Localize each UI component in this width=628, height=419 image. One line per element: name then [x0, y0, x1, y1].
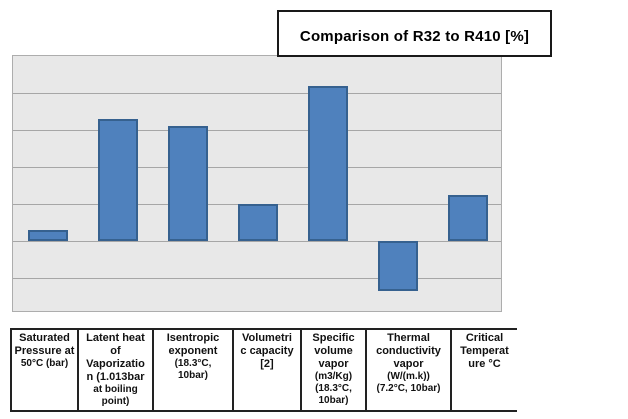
plot-area: [12, 55, 502, 312]
axis-label-cell-4: Volumetri c capacity [2]: [234, 330, 302, 410]
axis-label-line: conductivity: [376, 345, 441, 357]
axis-label-cell-5: Specific volume vapor (m3/Kg) (18.3°C, 10bar): [302, 330, 367, 410]
gridline: [13, 93, 501, 94]
axis-label-line: of: [110, 345, 121, 357]
axis-label-cell-1: Saturated Pressure at 50°C (bar): [12, 330, 79, 410]
bar-saturated-pressure: [28, 230, 68, 241]
axis-label-line: Specific: [312, 332, 355, 344]
axis-label-line: (18.3°C,: [315, 383, 352, 394]
gridline: [13, 167, 501, 168]
axis-label-cell-2: Latent heat of Vaporizatio n (1.013bar at bo…: [79, 330, 154, 410]
axis-label-line: point): [101, 396, 130, 407]
chart-title-box: Comparison of R32 to R410 [%]: [277, 10, 552, 57]
axis-label-line: exponent: [168, 345, 218, 357]
bar-volumetric-capacity: [238, 204, 278, 241]
x-axis-label-table: Saturated Pressure at 50°C (bar) Latent hea…: [10, 328, 517, 412]
axis-label-line: volume: [314, 345, 353, 357]
axis-label-line: vapor: [318, 358, 349, 370]
axis-label-line: Isentropic: [166, 332, 220, 344]
axis-label-line: Pressure at: [14, 345, 75, 357]
gridline: [13, 241, 501, 242]
gridline: [13, 278, 501, 279]
axis-label-line: Thermal: [387, 332, 430, 344]
axis-label-line: c capacity: [240, 345, 294, 357]
axis-label-line: at boiling: [93, 384, 138, 395]
axis-label-line: 10bar): [177, 370, 208, 381]
axis-label-line: Latent heat: [86, 332, 145, 344]
axis-label-line: 50°C (bar): [20, 358, 69, 369]
axis-label-line: Volumetri: [242, 332, 292, 344]
axis-label-line: (7.2°C, 10bar): [376, 383, 441, 394]
axis-label-line: Temperat: [460, 345, 509, 357]
axis-label-line: (m3/Kg): [314, 371, 353, 382]
bar-critical-temperature: [448, 195, 488, 241]
bar-latent-heat-vaporization: [98, 119, 138, 241]
axis-label-line: Vaporizatio: [86, 358, 145, 370]
axis-label-line: (18.3°C,: [174, 358, 212, 369]
axis-label-cell-7: Critical Temperat ure °C: [452, 330, 517, 410]
axis-label-cell-3: Isentropic exponent (18.3°C, 10bar): [154, 330, 234, 410]
axis-label-line: vapor: [393, 358, 424, 370]
bar-thermal-conductivity-vapor: [378, 241, 418, 291]
axis-label-line: n (1.013bar: [86, 371, 145, 383]
axis-label-line: [2]: [260, 358, 274, 370]
axis-label-line: 10bar): [318, 395, 349, 406]
bar-specific-volume-vapor: [308, 86, 348, 241]
axis-label-line: Saturated: [19, 332, 70, 344]
gridline: [13, 130, 501, 131]
axis-label-line: Critical: [465, 332, 504, 344]
axis-label-line: (W/(m.k)): [387, 371, 430, 382]
bar-isentropic-exponent: [168, 126, 208, 241]
axis-label-line: ure °C: [468, 358, 501, 370]
axis-label-cell-6: Thermal conductivity vapor (W/(m.k)) (7.2°C,…: [367, 330, 452, 410]
chart-title: Comparison of R32 to R410 [%]: [299, 27, 530, 45]
